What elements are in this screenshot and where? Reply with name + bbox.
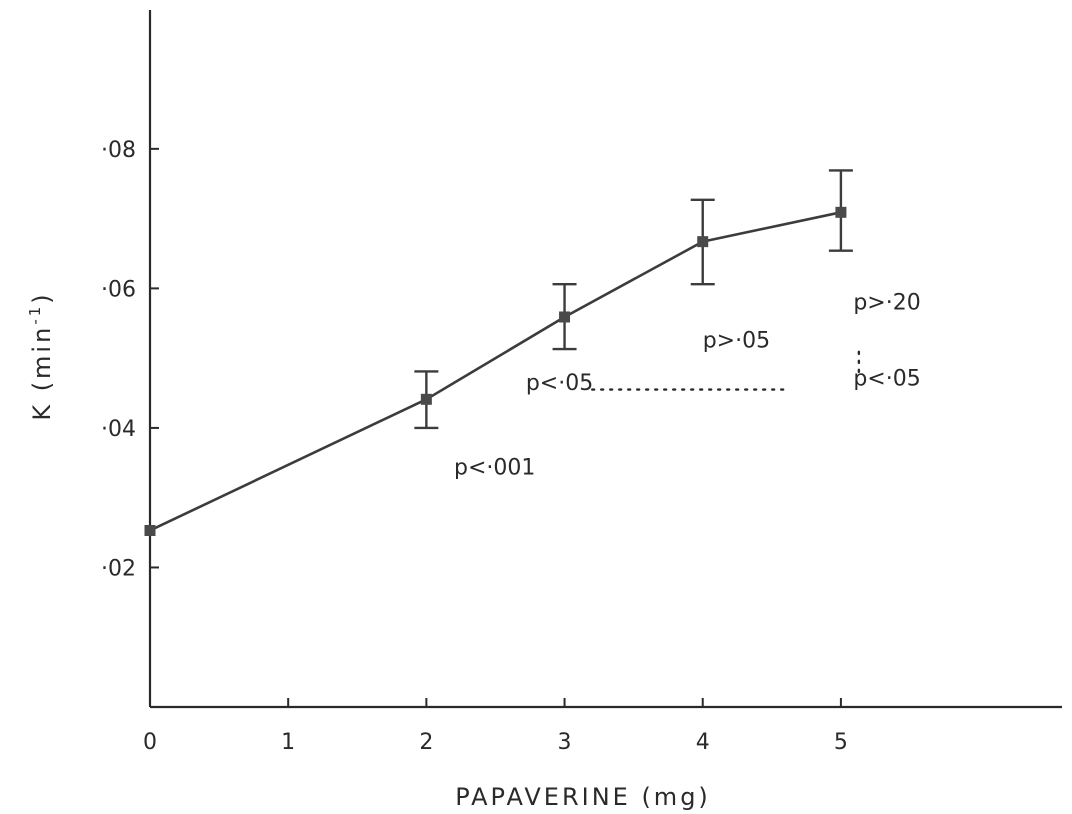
error-bars bbox=[414, 169, 853, 430]
y-axis-ticks: ·02 ·04 ·06 ·08 bbox=[101, 138, 159, 581]
x-axis-title: PAPAVERINE (mg) bbox=[455, 783, 711, 811]
y-tick-label: ·08 bbox=[101, 138, 136, 163]
y-tick-label: ·04 bbox=[101, 417, 136, 442]
data-point bbox=[697, 236, 709, 248]
data-point bbox=[144, 524, 156, 536]
p-value-annotation: p>·05 bbox=[703, 329, 770, 354]
data-point bbox=[559, 311, 571, 323]
p-value-annotation: p<·05 bbox=[853, 366, 920, 391]
y-tick-label: ·06 bbox=[101, 277, 136, 302]
data-point bbox=[420, 393, 432, 405]
x-tick-label: 4 bbox=[696, 730, 710, 755]
p-value-annotation: p>·20 bbox=[853, 290, 920, 315]
data-point bbox=[835, 206, 847, 218]
annotations: p<·001 p<·05 p>·05 p>·20 p<·05 bbox=[454, 290, 921, 480]
series-line bbox=[149, 211, 842, 532]
annotation-connectors bbox=[590, 350, 861, 391]
x-tick-label: 0 bbox=[143, 730, 157, 755]
x-tick-label: 1 bbox=[281, 730, 295, 755]
y-axis-title: K (min-1) bbox=[26, 291, 56, 420]
x-tick-label: 3 bbox=[558, 730, 572, 755]
axes bbox=[148, 10, 1062, 709]
p-value-annotation: p<·001 bbox=[454, 456, 535, 481]
y-axis-title-close: ) bbox=[28, 291, 56, 303]
x-axis-ticks: 0 1 2 3 4 5 bbox=[143, 698, 848, 755]
y-axis-title-main: K (min bbox=[28, 325, 56, 421]
x-tick-label: 5 bbox=[834, 730, 848, 755]
data-series bbox=[144, 206, 847, 536]
y-axis-title-exponent: -1 bbox=[26, 304, 44, 325]
p-value-annotation: p<·05 bbox=[526, 371, 593, 396]
y-tick-label: ·02 bbox=[101, 556, 136, 581]
x-tick-label: 2 bbox=[419, 730, 433, 755]
